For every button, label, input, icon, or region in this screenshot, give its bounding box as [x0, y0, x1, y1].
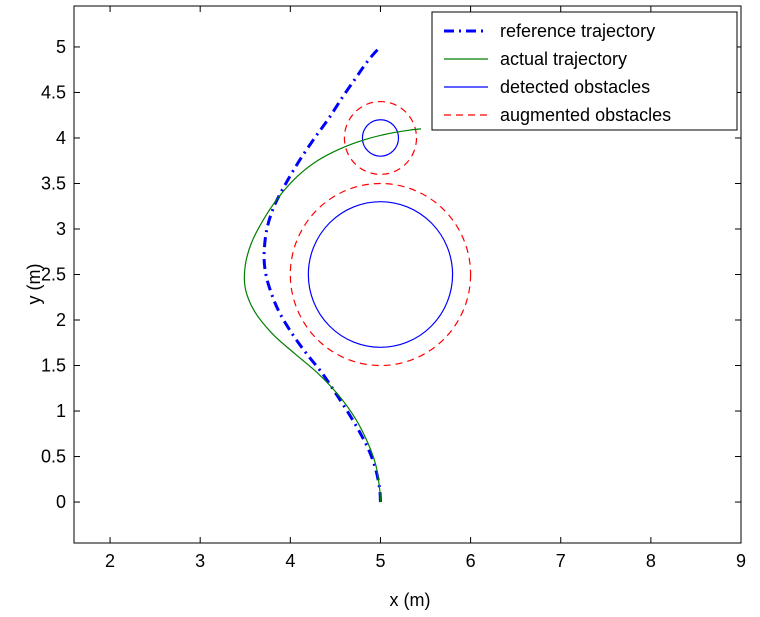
y-tick-label: 0.5 [41, 447, 66, 467]
y-tick-label: 3 [56, 219, 66, 239]
legend: reference trajectory actual trajectory det… [431, 11, 738, 131]
y-axis-label: y (m) [24, 264, 44, 305]
x-tick-label: 5 [375, 551, 385, 571]
actual-trajectory-line [243, 128, 422, 503]
ticks: 2 3 4 5 6 7 8 9 0 0.5 1 1.5 2 2.5 3 3.5 4 4.5 5 [41, 6, 746, 571]
legend-label: actual trajectory [500, 49, 627, 69]
legend-label: reference trajectory [500, 21, 655, 41]
detected-obstacle-circle [361, 119, 400, 157]
detected-obstacle-circle [307, 201, 454, 348]
x-tick-label: 7 [556, 551, 566, 571]
y-tick-label: 1.5 [41, 356, 66, 376]
x-tick-label: 8 [646, 551, 656, 571]
legend-label: augmented obstacles [500, 105, 671, 125]
x-tick-label: 4 [285, 551, 295, 571]
augmented-obstacle-circle [289, 182, 472, 367]
x-axis-label: x (m) [390, 590, 431, 610]
y-tick-label: 5 [56, 37, 66, 57]
y-tick-label: 2.5 [41, 265, 66, 285]
augmented-obstacle-circle [343, 100, 418, 175]
x-tick-label: 2 [105, 551, 115, 571]
y-tick-label: 4.5 [41, 82, 66, 102]
reference-trajectory-line [262, 45, 382, 503]
data-layer [243, 45, 472, 503]
y-tick-label: 0 [56, 492, 66, 512]
plot-frame [73, 5, 742, 544]
y-tick-label: 4 [56, 128, 66, 148]
x-tick-label: 6 [466, 551, 476, 571]
x-tick-label: 3 [195, 551, 205, 571]
y-tick-label: 3.5 [41, 173, 66, 193]
y-tick-label: 1 [56, 401, 66, 421]
y-tick-label: 2 [56, 310, 66, 330]
legend-label: detected obstacles [500, 77, 650, 97]
x-tick-label: 9 [736, 551, 746, 571]
